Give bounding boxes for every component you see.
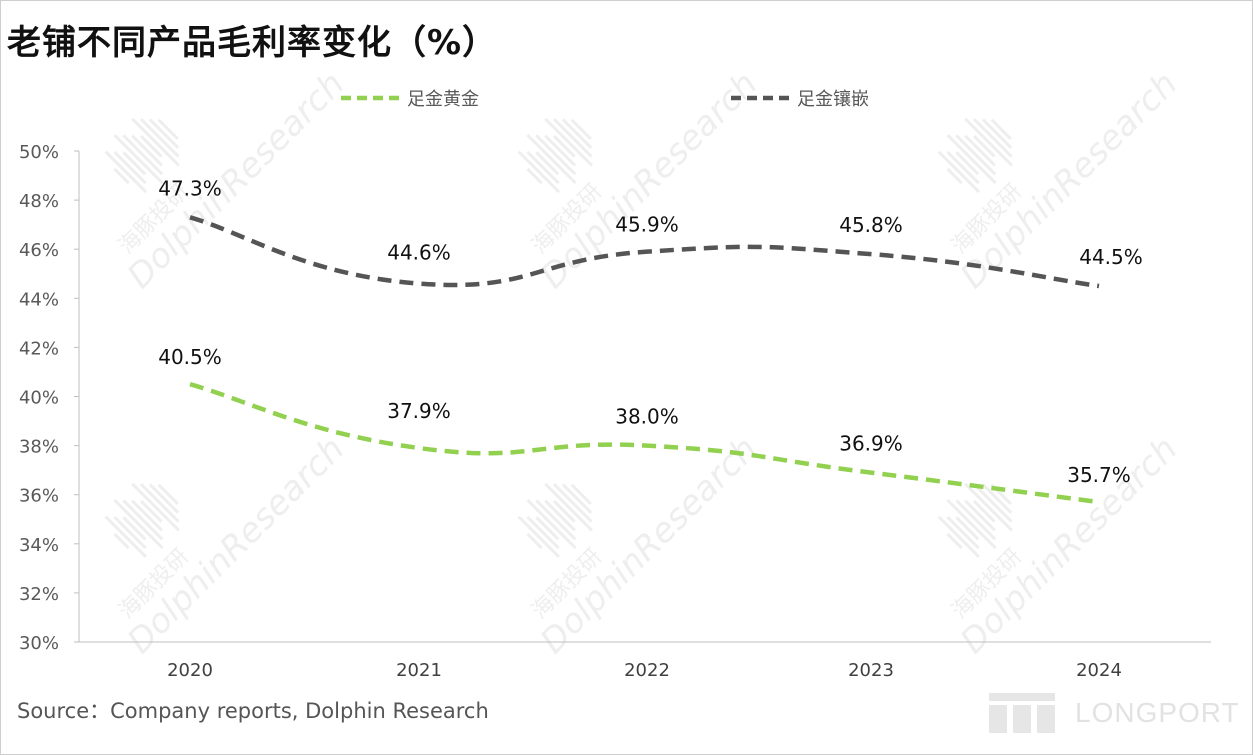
data-label: 47.3%	[158, 176, 222, 200]
chart-title: 老铺不同产品毛利率变化（%）	[7, 23, 498, 63]
longport-logo-text: LONGPORT	[1075, 697, 1240, 728]
y-tick-label: 34%	[19, 535, 59, 556]
watermark-en: DolphinResearch	[120, 64, 352, 296]
data-label: 45.9%	[615, 213, 679, 237]
x-tick-label: 2022	[624, 660, 670, 681]
y-tick-label: 50%	[19, 142, 59, 163]
x-tick-label: 2021	[396, 660, 442, 681]
y-tick-label: 40%	[19, 388, 59, 409]
data-label: 37.9%	[387, 399, 451, 423]
data-label: 40.5%	[158, 345, 222, 369]
data-label: 38.0%	[615, 405, 679, 429]
data-label: 36.9%	[839, 432, 903, 456]
legend-label-0: 足金黄金	[407, 89, 479, 110]
watermark-en: DolphinResearch	[120, 429, 352, 661]
y-tick-label: 46%	[19, 240, 59, 261]
y-tick-label: 32%	[19, 584, 59, 605]
y-tick-label: 42%	[19, 338, 59, 359]
y-tick-label: 36%	[19, 486, 59, 507]
data-label: 44.6%	[387, 241, 451, 265]
series-line-1	[189, 215, 1100, 289]
data-label: 35.7%	[1067, 463, 1131, 487]
source-note: Source：Company reports, Dolphin Research	[17, 699, 489, 723]
x-tick-label: 2020	[167, 660, 213, 681]
watermark-en: DolphinResearch	[953, 64, 1185, 296]
y-tick-label: 44%	[19, 289, 59, 310]
x-tick-label: 2023	[848, 660, 894, 681]
data-label: 44.5%	[1079, 245, 1143, 269]
y-tick-label: 48%	[19, 191, 59, 212]
y-tick-label: 38%	[19, 437, 59, 458]
longport-logo: LONGPORT	[989, 691, 1239, 736]
x-tick-label: 2024	[1076, 660, 1122, 681]
watermark-en: DolphinResearch	[533, 64, 765, 296]
y-tick-label: 30%	[19, 633, 59, 654]
watermark-en: DolphinResearch	[533, 429, 765, 661]
longport-logo-icon	[989, 693, 1055, 733]
data-label: 45.8%	[839, 213, 903, 237]
legend-label-1: 足金镶嵌	[797, 89, 869, 110]
